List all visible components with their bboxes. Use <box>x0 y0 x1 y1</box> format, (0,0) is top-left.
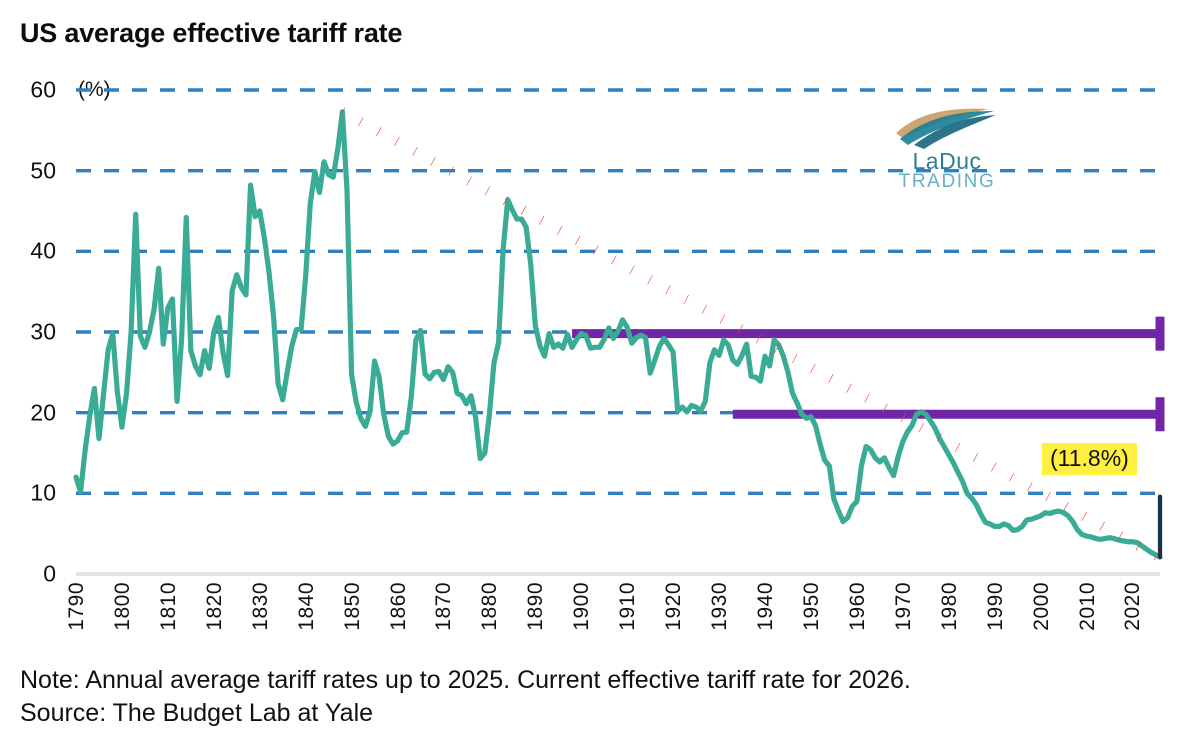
x-tick-label-1930: 1930 <box>708 582 732 631</box>
x-tick-label-1790: 1790 <box>65 582 88 631</box>
logo-subtext: TRADING <box>898 171 996 192</box>
page-title: US average effective tariff rate <box>20 18 403 48</box>
plot-area <box>73 88 1165 576</box>
logo-wordmark: LaDuc <box>912 148 982 174</box>
x-tick-label-1880: 1880 <box>478 582 502 631</box>
current-rate-callout: (11.8%) <box>1042 442 1137 476</box>
y-tick-label-60: 60 <box>30 76 56 103</box>
x-tick-label-1850: 1850 <box>340 582 364 631</box>
footer-source: Source: The Budget Lab at Yale <box>20 699 374 727</box>
x-tick-label-1860: 1860 <box>386 582 410 631</box>
x-tick-label-1940: 1940 <box>753 582 777 631</box>
laduc-trading-logo: LaDuc TRADING <box>872 105 1022 192</box>
y-axis-unit-label: (%) <box>78 78 111 101</box>
y-tick-label-0: 0 <box>43 560 56 587</box>
y-tick-label-10: 10 <box>30 479 56 506</box>
x-tick-label-2010: 2010 <box>1075 582 1099 631</box>
x-tick-label-1960: 1960 <box>845 582 869 631</box>
x-tick-label-1820: 1820 <box>202 582 226 631</box>
y-axis: 60 50 40 30 20 10 0 <box>0 77 70 587</box>
y-tick-label-50: 50 <box>30 157 56 184</box>
x-tick-label-1970: 1970 <box>891 582 915 631</box>
chart-plot-svg <box>73 88 1165 576</box>
footer-note: Note: Annual average tariff rates up to … <box>20 666 911 694</box>
x-tick-label-1870: 1870 <box>432 582 456 631</box>
bracket-upper-30pct <box>572 316 1165 351</box>
x-tick-label-2000: 2000 <box>1029 582 1053 631</box>
laduc-swoosh-icon <box>896 108 996 149</box>
y-tick-label-30: 30 <box>30 318 56 345</box>
x-axis: 1790 1800 1810 1820 1830 1840 1850 1860 1870 1880… <box>65 582 1160 664</box>
x-tick-label-1830: 1830 <box>248 582 272 631</box>
x-tick-label-1950: 1950 <box>799 582 823 631</box>
x-tick-label-1900: 1900 <box>570 582 594 631</box>
x-tick-label-1990: 1990 <box>983 582 1007 631</box>
x-tick-label-1800: 1800 <box>110 582 134 631</box>
y-tick-label-40: 40 <box>30 237 56 264</box>
x-tick-label-1810: 1810 <box>156 582 180 631</box>
x-tick-label-1890: 1890 <box>524 582 548 631</box>
x-tick-label-1910: 1910 <box>616 582 640 631</box>
x-tick-label-1920: 1920 <box>662 582 686 631</box>
y-tick-label-20: 20 <box>30 399 56 426</box>
footer: Note: Annual average tariff rates up to … <box>20 664 1195 730</box>
tariff-rate-line <box>73 109 1163 560</box>
x-tick-label-1840: 1840 <box>294 582 318 631</box>
x-tick-label-1980: 1980 <box>937 582 961 631</box>
x-tick-label-2020: 2020 <box>1121 582 1145 631</box>
